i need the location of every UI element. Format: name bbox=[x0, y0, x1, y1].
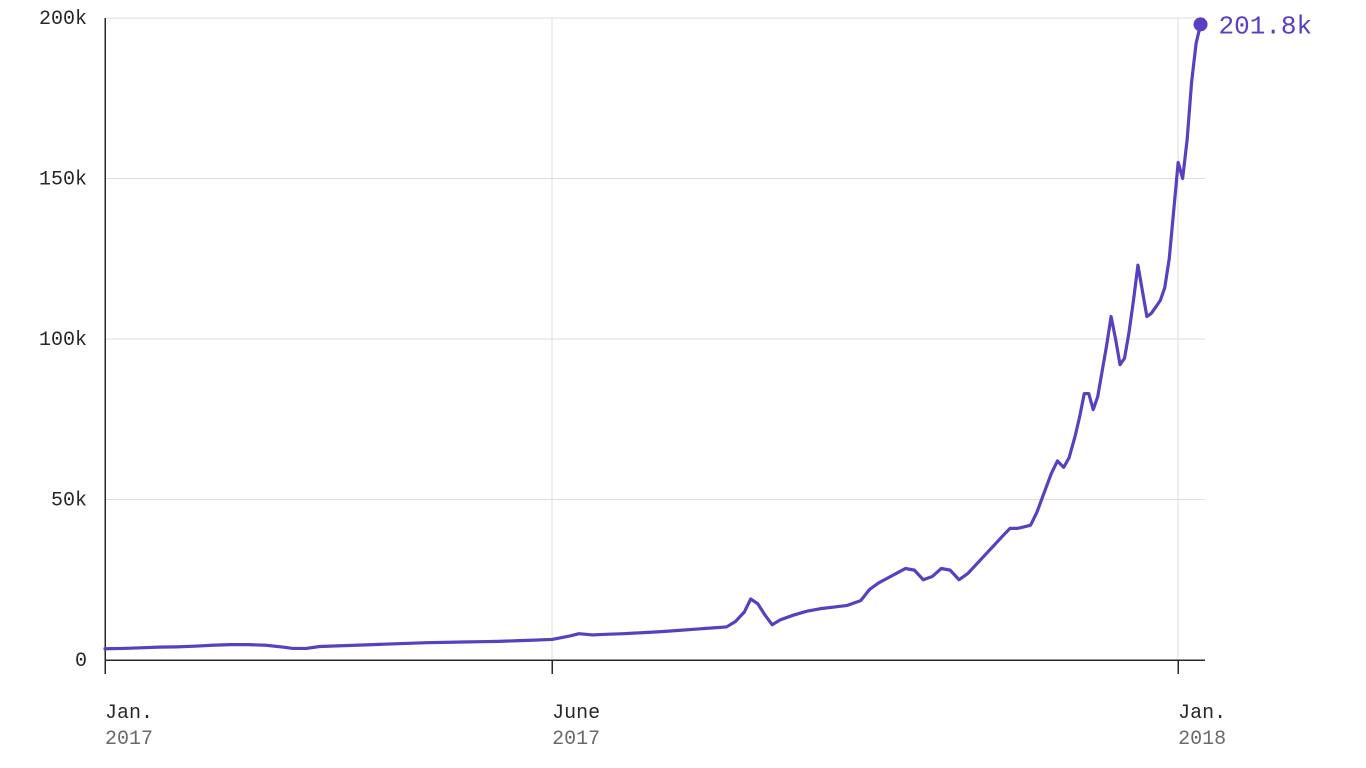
chart-svg: 0 50k 100k 150k 200k Jan. 2017 June 2017 Jan. 2018… bbox=[0, 0, 1366, 768]
end-marker bbox=[1194, 17, 1208, 31]
x-tick-year: 2017 bbox=[105, 728, 153, 751]
y-tick-label: 200k bbox=[39, 8, 87, 31]
y-tick-label: 100k bbox=[39, 329, 87, 352]
line-chart: 0 50k 100k 150k 200k Jan. 2017 June 2017 Jan. 2018… bbox=[0, 0, 1366, 768]
x-tick-month: Jan. bbox=[105, 702, 153, 725]
y-tick-label: 50k bbox=[51, 490, 87, 513]
x-tick-year: 2017 bbox=[552, 728, 600, 751]
x-tick-year: 2018 bbox=[1178, 728, 1226, 751]
y-tick-label: 150k bbox=[39, 169, 87, 192]
y-tick-label: 0 bbox=[75, 650, 87, 673]
x-tick-month: June bbox=[552, 702, 600, 725]
end-value-label: 201.8k bbox=[1219, 11, 1313, 41]
x-tick-month: Jan. bbox=[1178, 702, 1226, 725]
